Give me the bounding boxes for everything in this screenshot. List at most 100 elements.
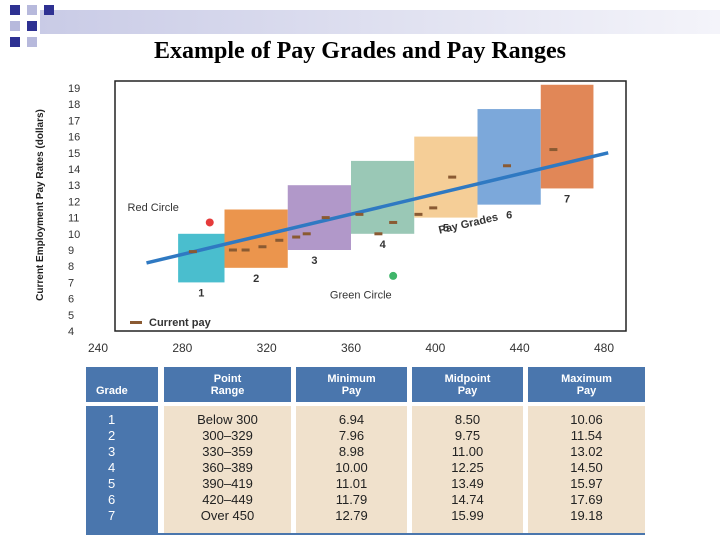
table-cell: 4 — [108, 460, 116, 475]
table-cell: 300–329 — [202, 428, 253, 443]
table-cell: 15.99 — [451, 508, 484, 523]
pay-grade-label: 5 — [443, 223, 449, 235]
table-column-4: 10.06 11.54 13.02 14.50 15.97 17.69 19.18 — [528, 406, 645, 533]
table-cell: 390–419 — [202, 476, 253, 491]
pay-grade-bar-5 — [414, 136, 478, 218]
current-pay-marker — [258, 245, 267, 249]
table-cell: 7 — [108, 508, 116, 523]
table-cell: 5 — [108, 476, 116, 491]
red-circle-marker — [205, 218, 214, 227]
table-cell: 8.50 — [454, 412, 481, 427]
green-circle-marker — [389, 271, 398, 280]
x-tick-label: 400 — [425, 341, 445, 355]
table-bottom-rule — [86, 533, 645, 535]
current-pay-marker — [228, 248, 237, 252]
decor-square — [10, 21, 20, 31]
y-tick-label: 15 — [68, 148, 80, 160]
table-cell: 13.02 — [570, 444, 603, 459]
y-tick-label: 11 — [68, 213, 79, 225]
current-pay-marker — [549, 148, 558, 152]
x-tick-label: 440 — [510, 341, 530, 355]
table-cell: 330–359 — [202, 444, 253, 459]
decor-square — [10, 37, 20, 47]
current-pay-marker — [448, 175, 457, 179]
x-tick-label: 480 — [594, 341, 614, 355]
current-pay-marker — [275, 238, 284, 242]
slide-title: Example of Pay Grades and Pay Ranges — [153, 38, 566, 64]
pay-grade-bar-4 — [351, 160, 415, 234]
y-tick-label: 7 — [68, 277, 74, 289]
pay-grade-bar-6 — [477, 109, 541, 205]
pay-grade-label: 1 — [198, 287, 204, 299]
table-cell: Over 450 — [200, 508, 255, 523]
y-tick-label: 14 — [68, 164, 80, 176]
y-tick-label: 12 — [68, 196, 80, 208]
current-pay-marker — [374, 232, 383, 236]
y-tick-label: 18 — [68, 99, 80, 111]
pay-grade-bar-1 — [178, 233, 225, 283]
table-header-1: Point Range — [164, 367, 291, 402]
table-cell: 19.18 — [570, 508, 603, 523]
table-cell: 15.97 — [570, 476, 603, 491]
table-cell: 7.96 — [338, 428, 365, 443]
table-cell: 9.75 — [454, 428, 481, 443]
x-tick-label: 240 — [88, 341, 108, 355]
current-pay-marker — [188, 250, 197, 254]
decor-square — [27, 21, 37, 31]
x-tick-label: 320 — [257, 341, 277, 355]
pay-grade-bar-2 — [224, 209, 288, 268]
table-header-4: Maximum Pay — [528, 367, 645, 402]
pay-grade-label: 6 — [506, 210, 512, 222]
y-tick-label: 6 — [68, 294, 74, 306]
table-header-0: Grade — [86, 367, 158, 402]
decor-square — [27, 5, 37, 15]
y-tick-label: 17 — [68, 115, 80, 127]
current-pay-marker — [429, 206, 438, 210]
current-pay-marker — [241, 248, 250, 252]
y-tick-label: 19 — [68, 83, 80, 95]
y-tick-label: 5 — [68, 310, 74, 322]
table-cell: 14.74 — [451, 492, 484, 507]
decor-square — [44, 5, 54, 15]
current-pay-marker — [302, 232, 311, 236]
y-tick-label: 13 — [68, 180, 80, 192]
pay-grade-bar-7 — [540, 84, 594, 189]
current-pay-marker — [414, 212, 423, 216]
y-tick-label: 10 — [68, 229, 80, 241]
table-cell: 11.54 — [570, 428, 603, 443]
table-cell: 6 — [108, 492, 116, 507]
table-column-1: Below 300 300–329 330–359 360–389 390–419 420… — [164, 406, 291, 533]
table-cell: 8.98 — [338, 444, 365, 459]
current-pay-marker — [503, 164, 512, 168]
decor-square — [27, 37, 37, 47]
y-tick-label: 4 — [68, 326, 74, 338]
table-cell: 6.94 — [338, 412, 365, 427]
legend-label: Current pay — [149, 317, 212, 329]
table-header-2: Minimum Pay — [296, 367, 407, 402]
table-column-2: 6.94 7.96 8.98 10.00 11.01 11.79 12.79 — [296, 406, 407, 533]
y-tick-label: 9 — [68, 245, 74, 257]
current-pay-marker — [355, 212, 364, 216]
header-band — [40, 10, 720, 34]
legend-marker — [130, 321, 142, 324]
table-cell: 10.00 — [335, 460, 368, 475]
table-cell: 360–389 — [202, 460, 253, 475]
table-cell: 1 — [108, 412, 116, 427]
y-tick-label: 16 — [68, 132, 80, 144]
trend-line — [146, 151, 609, 265]
x-tick-label: 360 — [341, 341, 361, 355]
table-cell: Below 300 — [197, 412, 258, 427]
table-cell: 3 — [108, 444, 116, 459]
x-tick-label: 280 — [172, 341, 192, 355]
table-cell: 14.50 — [570, 460, 603, 475]
y-axis-label: Current Employment Pay Rates (dollars) — [35, 109, 46, 301]
table-cell: 11.00 — [451, 444, 484, 459]
current-pay-marker — [292, 235, 301, 239]
table-cell: 10.06 — [570, 412, 603, 427]
table-cell: 12.79 — [335, 508, 368, 523]
y-tick-label: 8 — [68, 261, 74, 273]
table-cell: 13.49 — [451, 476, 484, 491]
green-circle-label: Green Circle — [330, 290, 392, 302]
